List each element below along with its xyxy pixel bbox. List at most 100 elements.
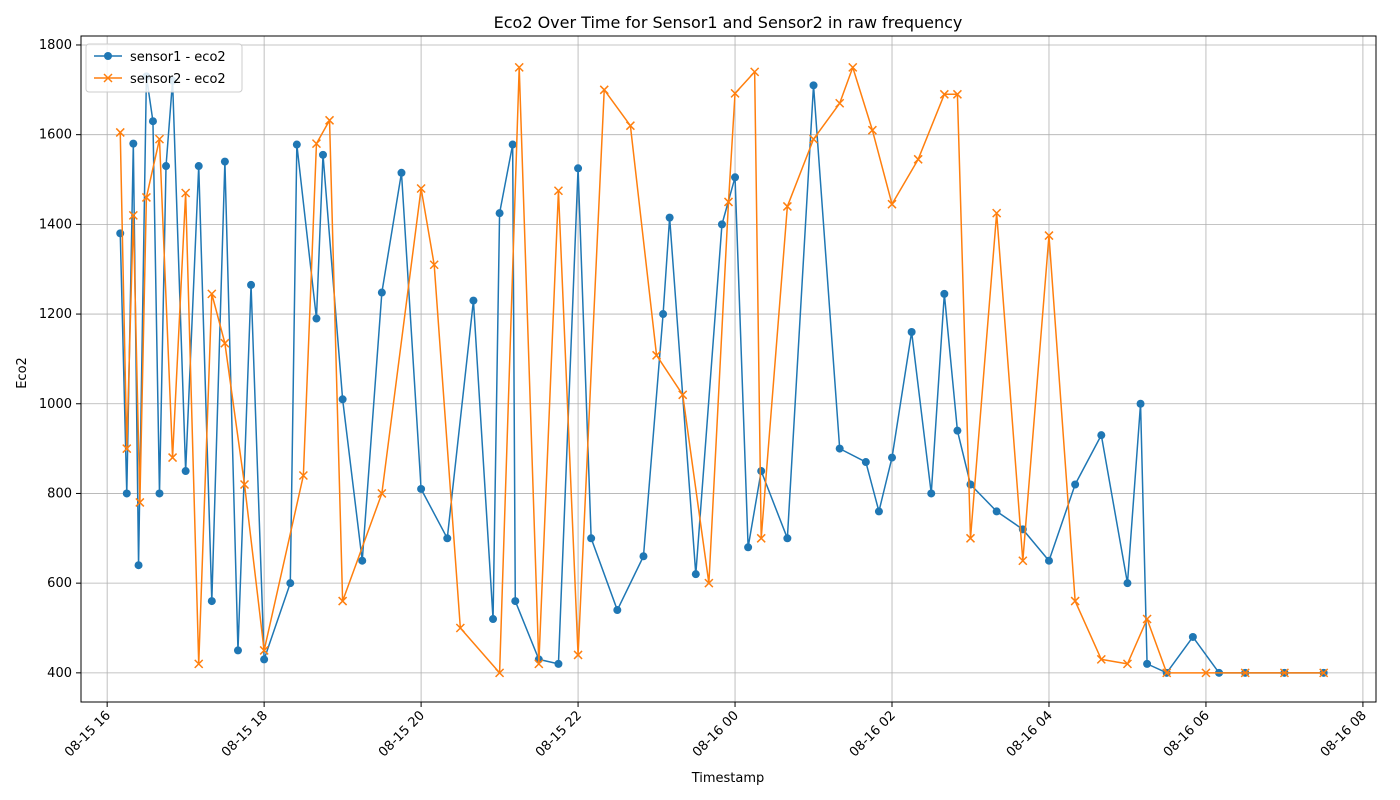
series-1-point <box>1136 399 1145 408</box>
series-1-point <box>233 646 242 655</box>
series-1-point <box>443 534 452 543</box>
series-2-point <box>678 390 688 400</box>
series-1-point <box>1097 431 1106 440</box>
series-1-point <box>639 552 648 561</box>
series-2-point <box>298 470 308 481</box>
series-2 <box>115 62 1329 678</box>
series-1-point <box>613 606 622 615</box>
series-1-point <box>554 659 563 668</box>
series-1-point <box>940 289 949 298</box>
series-2-point <box>1162 668 1172 678</box>
series-1-point <box>469 296 478 305</box>
series-1-point <box>377 288 386 297</box>
series-2-point <box>652 350 662 360</box>
series-2-point <box>887 199 897 209</box>
series-2-point <box>377 488 387 498</box>
y-tick-label: 600 <box>47 576 72 591</box>
series-2-point <box>495 668 505 678</box>
legend-marker-sensor2 <box>103 73 113 83</box>
series-2-point <box>756 533 766 543</box>
series-1-point <box>417 484 426 493</box>
series-2-point <box>599 85 609 95</box>
series-2-point <box>808 134 819 144</box>
series-2-point <box>122 444 132 454</box>
series-1-point <box>122 489 131 498</box>
series-1-point <box>508 140 517 149</box>
series-2-point <box>135 497 145 507</box>
series-1-point <box>717 220 726 229</box>
series-2-point <box>730 88 740 98</box>
series-2-point <box>1070 596 1080 606</box>
series-2-point <box>128 210 138 220</box>
series-2-point <box>154 134 165 144</box>
series-1-point <box>691 570 700 579</box>
series-1-point <box>312 314 321 323</box>
series-1-point <box>757 467 766 476</box>
series-2-point <box>625 121 635 131</box>
series-2-point <box>1240 668 1250 678</box>
series-1-point <box>220 157 229 166</box>
series-2-point <box>141 192 151 202</box>
series-2-point <box>867 125 877 135</box>
series-2-point <box>239 479 250 490</box>
series-1-point <box>1071 480 1080 489</box>
series-1-point <box>927 489 936 498</box>
series-1-point <box>888 453 897 462</box>
series-1-point <box>907 328 916 336</box>
series-2-point <box>168 453 178 463</box>
series-2-point <box>1319 668 1329 678</box>
series-1-point <box>744 543 753 552</box>
series-2-point <box>455 623 465 633</box>
plot-frame <box>80 35 1377 703</box>
series-1-point <box>495 209 504 218</box>
series-2-point <box>429 260 439 270</box>
series-2-point <box>514 62 524 72</box>
series-1-point <box>358 556 367 565</box>
series-1-point <box>181 467 190 476</box>
legend-label-sensor1: sensor1 - eco2 <box>130 50 226 65</box>
series-2-point <box>311 139 321 149</box>
y-tick-label: 1200 <box>39 307 72 322</box>
legend-box <box>85 43 243 93</box>
series-1-point <box>835 444 844 453</box>
series-1-point <box>731 173 740 182</box>
series-1-point <box>194 162 203 171</box>
series-2-point <box>1096 654 1106 664</box>
series-2-point <box>194 659 204 669</box>
series-1-point <box>148 117 157 126</box>
series-1-point <box>129 139 138 148</box>
series-1-point <box>489 615 498 624</box>
series-2-point <box>181 188 191 198</box>
series-1-point <box>247 280 256 289</box>
series-2-point <box>952 89 962 99</box>
series-2-point <box>1044 231 1054 241</box>
series-1-point <box>861 458 870 467</box>
series-1-point <box>659 310 668 319</box>
series-2-point <box>1279 668 1289 678</box>
grid <box>81 36 1376 702</box>
series-2-point <box>207 289 217 299</box>
series-2-point <box>848 62 858 72</box>
series-1-point <box>162 162 171 171</box>
series-layer <box>115 62 1329 678</box>
chart-title: Eco2 Over Time for Sensor1 and Sensor2 i… <box>494 13 963 32</box>
series-2-point <box>220 338 230 348</box>
series-2-point <box>338 596 348 606</box>
y-tick-label: 800 <box>47 486 72 501</box>
series-1-point <box>1143 659 1152 668</box>
series-2-point <box>939 89 949 99</box>
series-1-point <box>318 150 327 159</box>
series-2-point <box>325 115 335 125</box>
series-1-point <box>286 579 295 588</box>
series-2-point <box>1142 614 1152 624</box>
x-axis-title: Timestamp <box>691 771 765 786</box>
y-tick-label: 1000 <box>39 397 72 412</box>
series-1-point <box>397 168 406 177</box>
series-1-point <box>992 507 1001 516</box>
series-1-point <box>953 426 962 435</box>
series-1-point <box>783 534 792 543</box>
series-2-point <box>1201 668 1211 678</box>
series-2-point <box>573 650 583 660</box>
